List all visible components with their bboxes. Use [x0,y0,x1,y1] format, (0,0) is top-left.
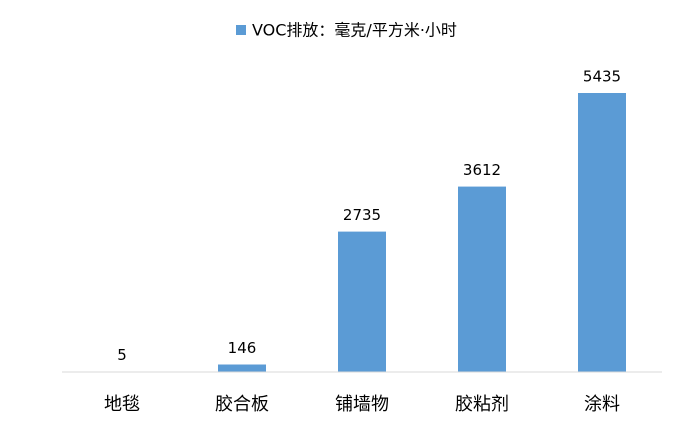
legend-swatch [236,25,246,35]
data-label: 3612 [463,161,501,179]
bar [218,364,266,372]
legend-label: VOC排放：毫克/平方米·小时 [252,21,457,40]
x-tick-label: 胶合板 [215,394,269,415]
data-label: 146 [228,339,257,357]
x-tick-label: 铺墙物 [335,394,389,415]
x-tick-label: 胶粘剂 [455,394,509,415]
data-label: 2735 [343,206,381,224]
data-label: 5 [117,346,127,364]
bar [338,231,386,372]
data-label: 5435 [583,68,621,86]
x-tick-label: 涂料 [584,394,620,415]
x-tick-label: 地毯 [104,394,140,415]
bar [458,186,506,372]
bar [578,93,626,373]
